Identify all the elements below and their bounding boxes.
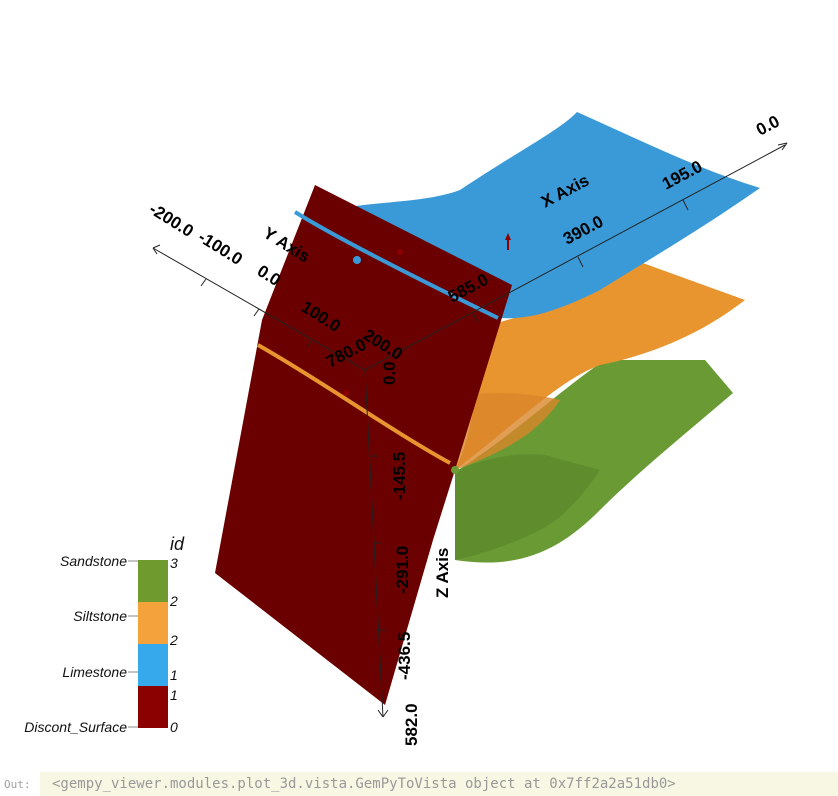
z-axis-label: Z Axis: [433, 548, 452, 598]
y-tick-0: -200.0: [146, 199, 197, 241]
siltstone-fault-intersection: [257, 343, 451, 465]
siltstone-surface: [455, 262, 745, 470]
x-tick-0: 0.0: [753, 112, 783, 140]
limestone-fault-intersection: [293, 210, 499, 320]
z-tick-2: -291.0: [393, 546, 412, 594]
fault-point: [397, 249, 403, 255]
legend-tick-2a: 2: [169, 593, 178, 609]
limestone-point: [353, 256, 361, 264]
legend-title: id: [170, 534, 185, 554]
legend-label-limestone: Limestone: [62, 664, 127, 680]
siltstone-point: [560, 311, 566, 317]
legend-swatch-limestone: [138, 644, 168, 686]
output-row: Out: <gempy_viewer.modules.plot_3d.vista…: [0, 772, 838, 796]
siltstone-surface-shade: [455, 392, 560, 470]
legend-tick-2b: 2: [169, 632, 178, 648]
x-axis-line: [364, 144, 786, 371]
z-tick-3: -436.5: [395, 632, 414, 680]
limestone-point-2: [563, 208, 571, 216]
sandstone-surface-shade: [455, 454, 600, 560]
axes: [152, 142, 788, 718]
z-tick-1: -145.5: [390, 452, 409, 500]
legend-swatch-sandstone: [138, 560, 168, 602]
sandstone-point: [451, 466, 459, 474]
z-tick-0: 0.0: [380, 361, 399, 385]
legend-tick-3: 3: [170, 555, 178, 571]
output-prompt-label: Out:: [4, 778, 31, 791]
legend-label-siltstone: Siltstone: [73, 608, 127, 624]
legend-swatch-siltstone: [138, 602, 168, 644]
legend-tick-1a: 1: [170, 667, 178, 683]
discont-surface: [215, 185, 512, 705]
z-tick-4: 582.0: [402, 703, 421, 746]
orientation-arrow-head: [505, 233, 511, 240]
legend-label-sandstone: Sandstone: [60, 553, 127, 569]
fault-point-2: [343, 390, 349, 396]
legend-label-discont: Discont_Surface: [24, 719, 127, 735]
legend-swatch-discont: [138, 686, 168, 728]
legend: id Sandstone Siltstone Limestone Discont…: [24, 534, 185, 735]
output-text: <gempy_viewer.modules.plot_3d.vista.GemP…: [40, 772, 838, 796]
legend-tick-0: 0: [170, 719, 178, 735]
y-tick-1: -100.0: [195, 227, 246, 269]
legend-tick-1b: 1: [170, 687, 178, 703]
